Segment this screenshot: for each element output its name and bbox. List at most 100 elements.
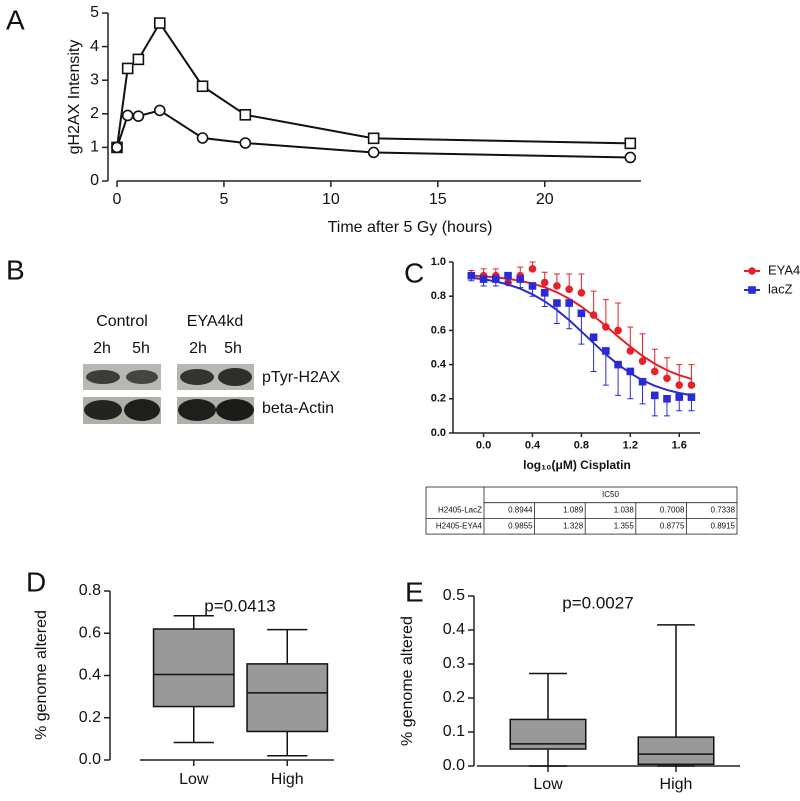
marker xyxy=(367,132,380,145)
marker xyxy=(624,137,637,150)
marker xyxy=(626,367,635,376)
marker xyxy=(624,151,637,164)
y-tick-label: 0.1 xyxy=(443,723,465,740)
y-axis-label: gH2AX Intensity xyxy=(66,40,83,155)
y-tick-label: 0.2 xyxy=(79,709,101,726)
marker xyxy=(614,326,622,335)
legend-label: lacZ xyxy=(768,281,793,296)
panel-label: C xyxy=(404,257,424,288)
marker xyxy=(528,282,537,290)
marker xyxy=(638,357,647,365)
error-bar xyxy=(639,333,646,362)
x-tick-label: 1.6 xyxy=(672,440,687,452)
error-bar xyxy=(590,290,597,316)
marker xyxy=(479,275,488,283)
table-cell: 1.089 xyxy=(563,506,584,515)
marker xyxy=(675,381,684,389)
y-tick-label: 0.8 xyxy=(431,290,446,302)
y-axis-label: % genome altered xyxy=(399,616,416,746)
x-tick-label: 1.2 xyxy=(623,440,638,452)
marker xyxy=(565,299,573,307)
marker xyxy=(663,374,671,383)
error-bar xyxy=(615,364,622,396)
marker xyxy=(121,62,134,75)
table-cell: 0.9855 xyxy=(508,521,533,530)
y-tick-label: 1.0 xyxy=(431,256,446,268)
table-cell: 0.8775 xyxy=(660,521,685,530)
blot-time: 2h xyxy=(93,340,111,357)
legend-label: EYA4+ xyxy=(768,262,800,277)
marker xyxy=(239,137,252,149)
y-tick-label: 3 xyxy=(90,71,99,88)
x-tick-label: 5 xyxy=(219,191,228,208)
y-tick-label: 0.6 xyxy=(431,324,446,336)
y-tick-label: 0.0 xyxy=(443,757,465,774)
blot-time: 5h xyxy=(224,340,242,357)
blot-band xyxy=(86,370,120,384)
legend-marker xyxy=(748,267,756,275)
marker xyxy=(577,288,586,297)
blot-band xyxy=(84,400,122,420)
x-tick-label: 0.8 xyxy=(574,440,589,452)
blot-band xyxy=(218,368,252,386)
marker xyxy=(687,381,696,389)
y-tick-label: 0.8 xyxy=(79,582,101,599)
marker xyxy=(565,285,573,294)
table-row-label: H2405-EYA4 xyxy=(436,521,483,530)
marker xyxy=(367,146,380,159)
annotation: p=0.0027 xyxy=(562,593,633,612)
marker xyxy=(239,109,252,121)
x-tick-label: High xyxy=(271,771,304,788)
blot-row-label: pTyr-H2AX xyxy=(262,369,341,386)
marker xyxy=(540,278,549,287)
marker xyxy=(153,17,166,29)
table-cell: 0.8944 xyxy=(508,506,533,515)
marker xyxy=(589,311,598,319)
marker xyxy=(504,271,512,280)
y-tick-label: 0.5 xyxy=(443,587,465,604)
marker xyxy=(153,104,166,117)
table-row-label: H2405-LacZ xyxy=(438,506,482,515)
table-header: IC50 xyxy=(602,490,619,499)
table-border xyxy=(425,486,738,535)
panel-label: E xyxy=(405,576,424,607)
x-tick-label: 0.4 xyxy=(525,440,541,452)
blot-row-label: beta-Actin xyxy=(262,400,334,417)
marker xyxy=(196,132,209,144)
x-axis-label: log₁₀(μM) Cisplatin xyxy=(523,458,631,472)
marker xyxy=(111,141,123,154)
blot-band xyxy=(124,399,160,421)
table-cell: 1.038 xyxy=(614,506,635,515)
y-tick-label: 1 xyxy=(90,139,99,156)
panel-label: B xyxy=(6,254,25,285)
marker xyxy=(196,80,209,93)
box xyxy=(246,663,329,733)
blot: Control EYA4kd 2h 5h 2h 5h pTyr-H2AX bet… xyxy=(83,313,341,424)
error-bar xyxy=(590,337,597,372)
x-tick-label: 0.0 xyxy=(476,440,491,452)
y-tick-label: 0.2 xyxy=(443,689,465,706)
marker xyxy=(614,360,622,369)
x-tick-label: High xyxy=(660,776,693,793)
marker xyxy=(577,309,586,318)
x-tick-label: 10 xyxy=(322,191,340,208)
blot-group: EYA4kd xyxy=(187,313,244,330)
table-cell: 1.355 xyxy=(614,521,635,530)
y-tick-label: 0 xyxy=(90,172,99,189)
y-tick-label: 0.6 xyxy=(79,624,101,641)
marker xyxy=(663,394,671,403)
table-cell: 0.7338 xyxy=(711,506,736,515)
marker xyxy=(491,275,500,283)
marker xyxy=(132,53,145,66)
error-bar xyxy=(602,350,609,386)
y-tick-label: 0.0 xyxy=(431,427,446,439)
blot-time: 5h xyxy=(132,340,150,357)
y-tick-label: 0.0 xyxy=(79,751,101,768)
marker xyxy=(132,110,145,122)
y-tick-label: 0.4 xyxy=(443,621,465,638)
blot-band xyxy=(178,399,216,421)
x-tick-label: Low xyxy=(533,776,563,793)
annotation: p=0.0413 xyxy=(204,596,275,615)
error-bar xyxy=(602,299,609,327)
